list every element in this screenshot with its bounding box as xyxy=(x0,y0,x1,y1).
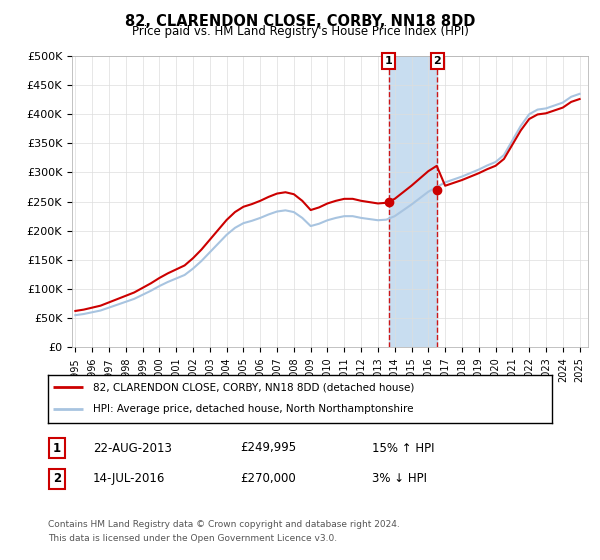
Text: 15% ↑ HPI: 15% ↑ HPI xyxy=(372,441,434,455)
Text: 1: 1 xyxy=(53,441,61,455)
Text: Contains HM Land Registry data © Crown copyright and database right 2024.: Contains HM Land Registry data © Crown c… xyxy=(48,520,400,529)
Text: 22-AUG-2013: 22-AUG-2013 xyxy=(93,441,172,455)
Text: This data is licensed under the Open Government Licence v3.0.: This data is licensed under the Open Gov… xyxy=(48,534,337,543)
Text: 2: 2 xyxy=(53,472,61,486)
Text: 82, CLARENDON CLOSE, CORBY, NN18 8DD (detached house): 82, CLARENDON CLOSE, CORBY, NN18 8DD (de… xyxy=(94,382,415,392)
Text: 1: 1 xyxy=(385,56,393,66)
Text: 2: 2 xyxy=(434,56,441,66)
Text: 3% ↓ HPI: 3% ↓ HPI xyxy=(372,472,427,486)
Text: 82, CLARENDON CLOSE, CORBY, NN18 8DD: 82, CLARENDON CLOSE, CORBY, NN18 8DD xyxy=(125,14,475,29)
Text: HPI: Average price, detached house, North Northamptonshire: HPI: Average price, detached house, Nort… xyxy=(94,404,414,414)
Text: Price paid vs. HM Land Registry's House Price Index (HPI): Price paid vs. HM Land Registry's House … xyxy=(131,25,469,38)
Text: £249,995: £249,995 xyxy=(240,441,296,455)
Text: £270,000: £270,000 xyxy=(240,472,296,486)
Text: 14-JUL-2016: 14-JUL-2016 xyxy=(93,472,166,486)
Bar xyxy=(389,56,437,347)
